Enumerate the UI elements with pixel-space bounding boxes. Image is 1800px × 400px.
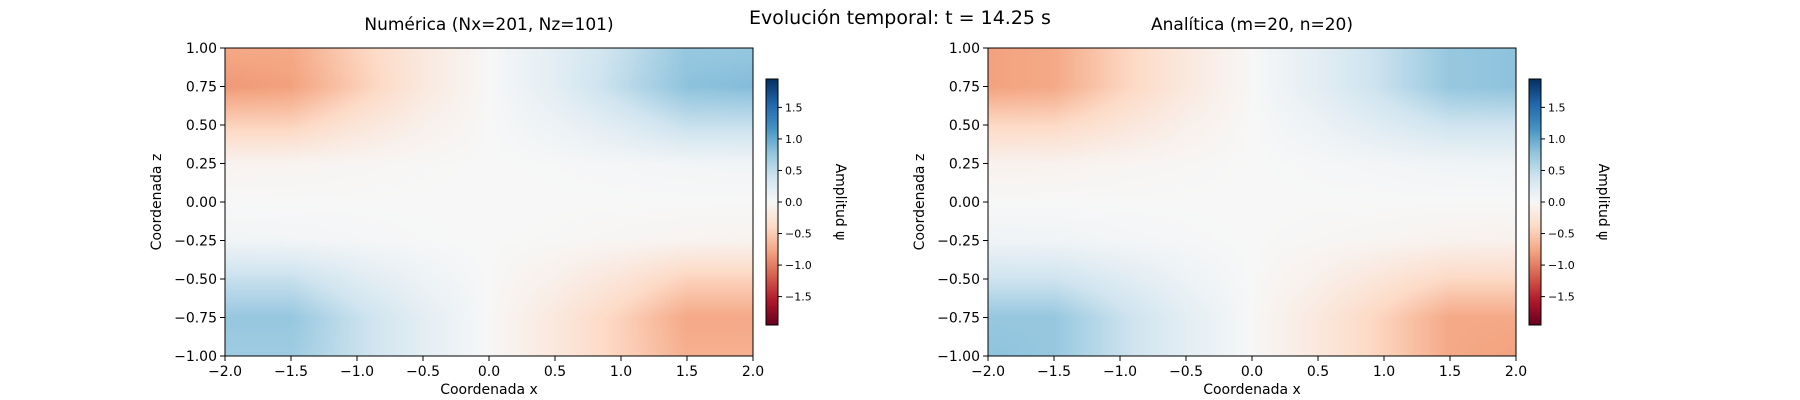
x-tick-label: 0.0 xyxy=(1241,364,1263,380)
colorbar-tick-label: 0.5 xyxy=(785,164,803,177)
colorbar-gradient xyxy=(1529,79,1541,325)
colorbar-tick-label: 1.0 xyxy=(785,133,803,146)
colorbar-tick-label: −1.0 xyxy=(1548,259,1575,272)
heatmap-image xyxy=(988,48,1516,356)
x-tick-label: 2.0 xyxy=(742,364,764,380)
y-tick-label: 0.25 xyxy=(186,157,217,173)
x-tick-label: −0.5 xyxy=(406,364,440,380)
figure-suptitle: Evolución temporal: t = 14.25 s xyxy=(749,7,1051,29)
heatmap-panel-2: Analítica (m=20, n=20) −2.0 −1.5 −1.0 −0.5 0.… xyxy=(912,15,1611,398)
colorbar-tick-label: 0.0 xyxy=(1548,196,1566,209)
colorbar-gradient xyxy=(766,79,778,325)
y-axis-label: Coordenada z xyxy=(912,154,928,251)
y-tick-label: 0.50 xyxy=(949,118,980,134)
x-tick-label: 0.0 xyxy=(478,364,500,380)
x-tick-label: −2.0 xyxy=(971,364,1005,380)
x-tick-label: 1.5 xyxy=(1439,364,1461,380)
colorbar-tick-label: −0.5 xyxy=(785,228,812,241)
y-tick-label: −1.00 xyxy=(937,349,980,365)
y-tick-label: 0.25 xyxy=(949,157,980,173)
y-tick-label: 0.00 xyxy=(186,195,217,211)
x-tick-label: 1.0 xyxy=(1373,364,1395,380)
colorbar-tick-label: 1.0 xyxy=(1548,133,1566,146)
x-axis-label: Coordenada x xyxy=(440,382,538,398)
colorbar-label: Amplitud ψ xyxy=(832,164,848,241)
colorbar-tick-label: 1.5 xyxy=(1548,101,1566,114)
y-axis-label: Coordenada z xyxy=(149,154,165,251)
x-tick-label: −1.0 xyxy=(1103,364,1137,380)
y-tick-label: −0.50 xyxy=(174,272,217,288)
panel-title: Analítica (m=20, n=20) xyxy=(1151,15,1353,35)
x-tick-label: −1.5 xyxy=(274,364,308,380)
x-tick-label: −2.0 xyxy=(208,364,242,380)
colorbar-tick-label: −1.5 xyxy=(1548,291,1575,304)
y-tick-label: 0.50 xyxy=(186,118,217,134)
x-tick-label: −0.5 xyxy=(1169,364,1203,380)
x-tick-label: 1.0 xyxy=(610,364,632,380)
heatmap-panel-1: Numérica (Nx=201, Nz=101) −2.0 −1.5 −1.0 −0.… xyxy=(149,15,848,398)
y-tick-label: −0.75 xyxy=(174,311,217,327)
panels: Numérica (Nx=201, Nz=101) −2.0 −1.5 −1.0 −0.… xyxy=(149,15,1611,398)
x-axis-label: Coordenada x xyxy=(1203,382,1301,398)
y-tick-label: 1.00 xyxy=(186,41,217,57)
colorbar: −1.5 −1.0 −0.5 0.0 0.5 1.0 1.5 Amplitud ψ xyxy=(765,78,848,326)
colorbar-tick-label: −1.0 xyxy=(785,259,812,272)
colorbar-tick-label: 0.0 xyxy=(785,196,803,209)
heatmap-image xyxy=(225,48,753,356)
y-tick-label: −0.75 xyxy=(937,311,980,327)
x-tick-label: −1.0 xyxy=(340,364,374,380)
y-tick-label: 0.00 xyxy=(949,195,980,211)
colorbar-tick-label: −1.5 xyxy=(785,291,812,304)
colorbar: −1.5 −1.0 −0.5 0.0 0.5 1.0 1.5 Amplitud ψ xyxy=(1528,78,1611,326)
y-tick-label: −0.50 xyxy=(937,272,980,288)
x-tick-label: 2.0 xyxy=(1505,364,1527,380)
x-tick-label: 1.5 xyxy=(676,364,698,380)
panel-title: Numérica (Nx=201, Nz=101) xyxy=(364,15,613,35)
y-tick-label: −0.25 xyxy=(937,234,980,250)
colorbar-label: Amplitud ψ xyxy=(1595,164,1611,241)
y-tick-label: 0.75 xyxy=(949,80,980,96)
colorbar-tick-label: 0.5 xyxy=(1548,164,1566,177)
x-tick-label: 0.5 xyxy=(544,364,566,380)
x-tick-label: 0.5 xyxy=(1307,364,1329,380)
y-tick-label: −1.00 xyxy=(174,349,217,365)
y-tick-label: 1.00 xyxy=(949,41,980,57)
y-tick-label: 0.75 xyxy=(186,80,217,96)
x-tick-label: −1.5 xyxy=(1037,364,1071,380)
colorbar-tick-label: 1.5 xyxy=(785,101,803,114)
y-tick-label: −0.25 xyxy=(174,234,217,250)
colorbar-tick-label: −0.5 xyxy=(1548,228,1575,241)
